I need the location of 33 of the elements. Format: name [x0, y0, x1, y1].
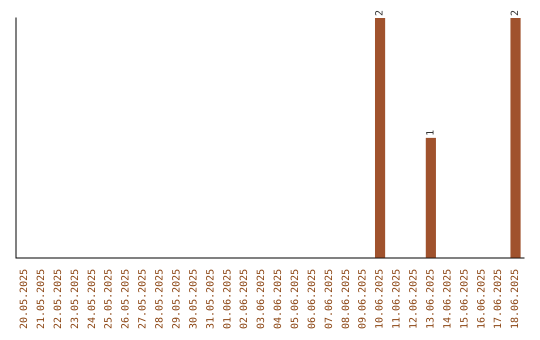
x-tick-label: 23.05.2025 [70, 268, 81, 330]
x-tick-label: 15.06.2025 [459, 268, 470, 330]
x-tick-label: 20.05.2025 [19, 268, 30, 330]
x-tick-label: 13.06.2025 [425, 268, 436, 330]
x-tick-label: 21.05.2025 [36, 268, 47, 330]
x-tick-label: 11.06.2025 [392, 268, 403, 330]
x-tick-label: 02.06.2025 [239, 268, 250, 330]
x-tick-label: 06.06.2025 [306, 268, 318, 330]
x-tick-label: 17.06.2025 [493, 268, 504, 330]
x-tick-label: 30.05.2025 [188, 268, 200, 330]
data-label: 1 [425, 130, 436, 136]
x-tick-label: 10.06.2025 [374, 268, 386, 330]
x-tick-label: 25.05.2025 [104, 268, 115, 330]
x-tick-label: 22.05.2025 [52, 268, 64, 330]
x-tick-label: 01.06.2025 [222, 268, 234, 330]
x-tick-label: 31.05.2025 [205, 268, 216, 330]
data-label: 2 [374, 10, 386, 16]
x-tick-label: 04.06.2025 [273, 268, 284, 330]
x-tick-label: 26.05.2025 [120, 268, 132, 330]
x-tick-label: 18.06.2025 [510, 268, 522, 330]
x-tick-label: 24.05.2025 [86, 268, 98, 330]
x-tick-label: 14.06.2025 [442, 268, 454, 330]
x-tick-label: 07.06.2025 [324, 268, 335, 330]
x-tick-label: 12.06.2025 [408, 268, 420, 330]
x-tick-label: 05.06.2025 [290, 268, 301, 330]
x-tick-label: 08.06.2025 [340, 268, 352, 330]
x-tick-label: 28.05.2025 [154, 268, 166, 330]
x-tick-label: 29.05.2025 [171, 268, 182, 330]
x-tick-label: 03.06.2025 [256, 268, 268, 330]
x-tick-label: 16.06.2025 [476, 268, 488, 330]
data-label: 2 [510, 10, 522, 16]
x-tick-label: 09.06.2025 [358, 268, 369, 330]
x-tick-label: 27.05.2025 [138, 268, 149, 330]
